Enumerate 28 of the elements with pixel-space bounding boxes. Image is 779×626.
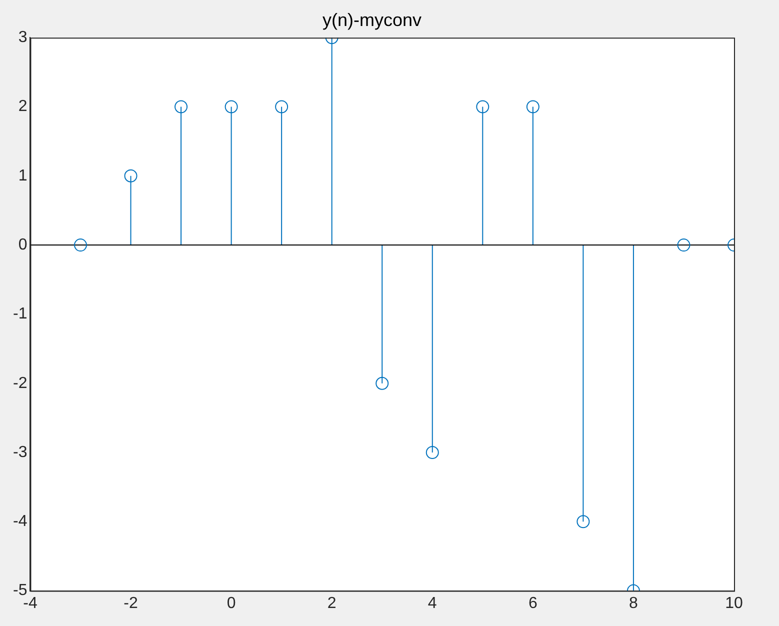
y-tick-label: 0 [18,236,28,254]
x-tick-label: 0 [226,594,236,612]
point [224,100,238,114]
y-tick-label: -2 [12,374,28,392]
point [124,169,138,182]
point [476,100,490,114]
point [526,100,540,114]
point [174,100,188,114]
point [426,446,439,459]
y-tick-label: -3 [12,444,28,461]
y-tick-label: 2 [18,98,28,116]
chart-title: y(n)-myconv [322,10,422,30]
x-tick-label: 2 [327,594,336,612]
point [275,100,288,114]
x-tick-label: -2 [124,594,138,612]
y-tick-label: -1 [12,306,28,323]
x-tick-label: 6 [528,594,538,612]
point [677,238,690,252]
point [376,376,389,390]
y-tick-label: 1 [18,167,28,184]
point [74,238,87,252]
x-tick-label: 8 [629,594,638,612]
y-tick-label: -4 [12,513,28,530]
point [576,515,590,528]
x-tick-label: 10 [725,594,743,612]
y-tick-label: -5 [12,582,28,600]
x-tick-label: 4 [428,594,437,612]
y-tick-label: 3 [18,29,28,46]
